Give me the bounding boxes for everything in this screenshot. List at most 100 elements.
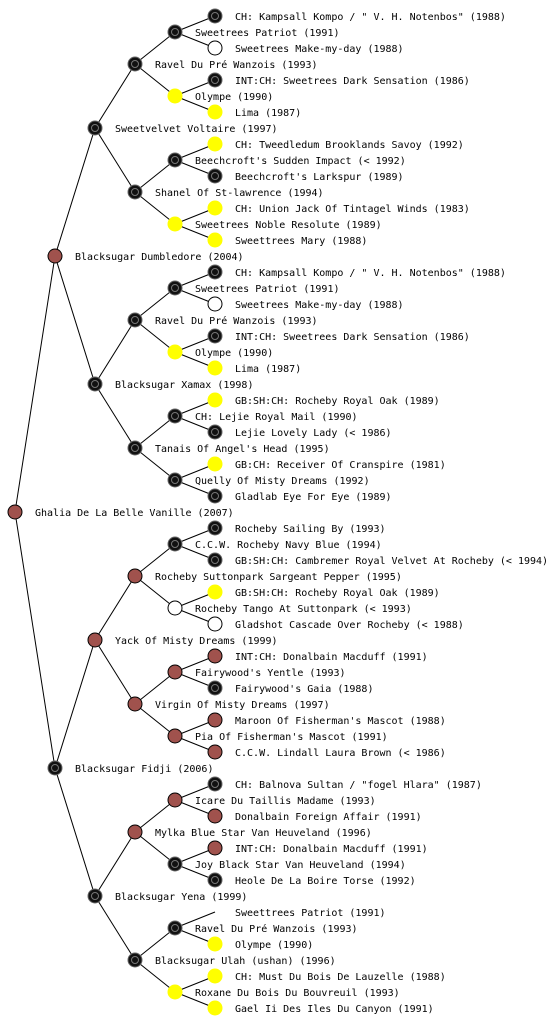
node-marker-ring	[211, 172, 219, 180]
edge	[54, 255, 96, 385]
edge	[134, 831, 176, 865]
node-label: C.C.W. Rocheby Navy Blue (1994)	[195, 540, 382, 551]
node-marker	[207, 104, 223, 120]
node-label: GB:SH:CH: Rocheby Royal Oak (1989)	[235, 588, 440, 599]
node-marker-ring	[91, 380, 99, 388]
node-label: Heole De La Boire Torse (1992)	[235, 876, 416, 887]
node-label: Lima (1987)	[235, 108, 301, 119]
edge	[94, 63, 136, 129]
edge	[94, 639, 136, 705]
node-marker	[207, 712, 223, 728]
node-label: Gladlab Eye For Eye (1989)	[235, 492, 392, 503]
edge	[14, 255, 56, 513]
edge	[134, 671, 176, 705]
edge	[134, 415, 176, 449]
node-label: GB:SH:CH: Cambremer Royal Velvet At Roch…	[235, 556, 548, 567]
node-marker	[207, 296, 223, 312]
edge	[94, 383, 136, 449]
edge	[134, 447, 176, 481]
node-marker	[207, 136, 223, 152]
edge	[134, 703, 176, 737]
node-marker	[167, 216, 183, 232]
node-label: Fairywood's Gaia (1988)	[235, 684, 373, 695]
node-marker-ring	[131, 188, 139, 196]
node-label: Olympe (1990)	[195, 92, 273, 103]
node-label: Ravel Du Pré Wanzois (1993)	[155, 315, 318, 327]
node-marker	[127, 440, 143, 456]
node-label: Blacksugar Yena (1999)	[115, 892, 247, 903]
node-marker	[127, 56, 143, 72]
node-label: Joy Black Star Van Heuveland (1994)	[195, 860, 406, 871]
node-marker	[167, 344, 183, 360]
node-marker-ring	[171, 924, 179, 932]
node-marker	[207, 8, 223, 24]
node-marker	[207, 936, 223, 952]
node-label: Fairywood's Yentle (1993)	[195, 668, 346, 679]
node-marker	[87, 376, 103, 392]
node-marker-ring	[211, 76, 219, 84]
edge	[134, 31, 176, 65]
node-marker	[127, 568, 143, 584]
node-label: GB:CH: Receiver Of Cranspire (1981)	[235, 460, 446, 471]
node-marker	[47, 248, 63, 264]
node-label: Rocheby Suttonpark Sargeant Pepper (1995…	[155, 572, 402, 583]
node-label: Quelly Of Misty Dreams (1992)	[195, 476, 370, 487]
edge	[134, 159, 176, 193]
edge	[134, 543, 176, 577]
node-marker	[167, 664, 183, 680]
node-marker-ring	[211, 428, 219, 436]
node-label: Rocheby Tango At Suttonpark (< 1993)	[195, 604, 412, 615]
node-label: Gael Ii Des Iles Du Canyon (1991)	[235, 1004, 434, 1015]
node-marker	[207, 584, 223, 600]
edge	[94, 895, 136, 961]
node-marker-ring	[171, 284, 179, 292]
node-label: C.C.W. Lindall Laura Brown (< 1986)	[235, 748, 446, 759]
edge	[134, 927, 176, 961]
node-marker	[87, 888, 103, 904]
node-label: CH: Kampsall Kompo / " V. H. Notenbos" (…	[235, 12, 506, 23]
node-marker	[167, 24, 183, 40]
node-label: Blacksugar Dumbledore (2004)	[75, 252, 244, 263]
node-marker	[167, 920, 183, 936]
node-marker	[127, 824, 143, 840]
node-marker	[207, 680, 223, 696]
node-marker	[207, 264, 223, 280]
edge	[94, 831, 136, 897]
node-marker	[87, 120, 103, 136]
node-marker-ring	[131, 60, 139, 68]
node-label: Sweetvelvet Voltaire (1997)	[115, 124, 278, 135]
edge	[54, 127, 96, 257]
edge	[14, 511, 56, 769]
node-marker-ring	[171, 156, 179, 164]
node-marker-ring	[171, 412, 179, 420]
edge	[134, 575, 176, 609]
node-label: CH: Balnova Sultan / "fogel Hlara" (1987…	[235, 780, 482, 791]
edge	[54, 639, 96, 769]
node-label: Sweetrees Patriot (1991)	[195, 284, 340, 295]
edge	[94, 127, 136, 193]
node-label: INT:CH: Donalbain Macduff (1991)	[235, 652, 428, 663]
node-label: CH: Lejie Royal Mail (1990)	[195, 412, 358, 423]
node-marker-ring	[91, 124, 99, 132]
node-marker	[47, 760, 63, 776]
node-label: Blacksugar Ulah (ushan) (1996)	[155, 956, 336, 967]
node-label: Sweettrees Mary (1988)	[235, 236, 367, 247]
node-marker	[207, 776, 223, 792]
node-label: Icare Du Taillis Madame (1993)	[195, 796, 376, 807]
node-label: Beechcroft's Sudden Impact (< 1992)	[195, 156, 406, 167]
node-label: Lima (1987)	[235, 364, 301, 375]
node-label: Virgin Of Misty Dreams (1997)	[155, 700, 330, 711]
node-marker-ring	[211, 780, 219, 788]
node-marker-ring	[211, 332, 219, 340]
node-marker-ring	[211, 684, 219, 692]
node-label: Gladshot Cascade Over Rocheby (< 1988)	[235, 620, 464, 631]
node-label: Sweetrees Make-my-day (1988)	[235, 44, 404, 55]
node-marker	[207, 424, 223, 440]
node-label: INT:CH: Sweetrees Dark Sensation (1986)	[235, 76, 470, 87]
node-marker-ring	[171, 860, 179, 868]
node-marker-ring	[171, 540, 179, 548]
node-label: Mylka Blue Star Van Heuveland (1996)	[155, 828, 372, 839]
node-label: CH: Kampsall Kompo / " V. H. Notenbos" (…	[235, 268, 506, 279]
node-label: Ghalia De La Belle Vanille (2007)	[35, 508, 234, 519]
node-label: Roxane Du Bois Du Bouvreuil (1993)	[195, 988, 400, 999]
